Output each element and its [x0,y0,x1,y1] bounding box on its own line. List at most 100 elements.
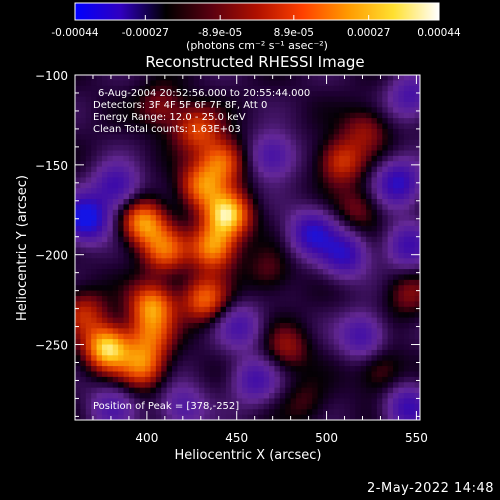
heatmap-cell [387,150,394,157]
heatmap-cell [231,279,238,286]
heatmap-cell [387,252,394,259]
heatmap-cell [279,360,286,367]
heatmap-cell [209,296,216,302]
heatmap-cell [349,236,356,243]
heatmap-cell [231,414,238,420]
heatmap-cell [296,328,302,335]
heatmap-cell [344,279,351,286]
heatmap-cell [225,306,232,313]
heatmap-cell [269,382,275,389]
heatmap-cell [128,145,135,151]
heatmap-cell [91,134,97,141]
heatmap-cell [209,215,216,221]
heatmap-cell [215,177,221,184]
heatmap-cell [96,161,103,168]
heatmap-cell [258,150,265,157]
heatmap-cell [236,333,243,340]
heatmap-cell [182,123,189,130]
heatmap-cell [118,161,124,168]
heatmap-cell [193,317,200,324]
heatmap-cell [96,376,103,383]
heatmap-cell [198,403,205,410]
heatmap-cell [312,128,318,135]
heatmap-cell [225,198,232,205]
heatmap-cell [403,91,410,97]
heatmap-cell [193,204,200,211]
heatmap-cell [204,209,211,216]
heatmap-cell [371,371,378,378]
heatmap-cell [231,225,238,232]
heatmap-cell [225,263,232,270]
heatmap-cell [107,80,114,87]
heatmap-cell [145,317,151,324]
heatmap-cell [269,91,275,97]
heatmap-cell [75,301,81,308]
heatmap-cell [118,279,124,286]
heatmap-cell [409,398,416,405]
heatmap-cell [150,312,157,318]
heatmap-cell [91,296,97,302]
heatmap-cell [231,393,238,399]
heatmap-cell [317,247,324,254]
heatmap-cell [85,333,92,340]
heatmap-cell [166,107,173,114]
heatmap-cell [306,333,313,340]
heatmap-cell [322,322,329,329]
heatmap-cell [91,80,97,87]
heatmap-cell [188,322,194,329]
heatmap-cell [296,322,302,329]
heatmap-cell [139,220,146,227]
heatmap-cell [252,312,259,318]
heatmap-cell [128,172,135,178]
heatmap-cell [301,161,308,168]
heatmap-cell [107,366,114,372]
heatmap-cell [91,247,97,254]
heatmap-cell [366,231,372,238]
heatmap-cell [247,145,254,151]
heatmap-cell [285,204,292,211]
heatmap-cell [252,198,259,205]
heatmap-cell [317,349,324,356]
heatmap-cell [204,85,211,92]
heatmap-cell [75,182,81,189]
heatmap-cell [382,242,389,248]
heatmap-cell [80,349,87,356]
heatmap-cell [193,269,200,275]
heatmap-cell [118,172,124,178]
heatmap-cell [258,285,265,292]
heatmap-cell [215,215,221,221]
heatmap-cell [322,403,329,410]
heatmap-cell [75,150,81,157]
heatmap-cell [339,387,345,394]
heatmap-cell [393,398,399,405]
heatmap-cell [161,128,168,135]
heatmap-cell [145,242,151,248]
heatmap-cell [247,263,254,270]
heatmap-cell [161,274,168,281]
heatmap-cell [371,182,378,189]
heatmap-cell [118,414,124,420]
heatmap-cell [101,349,108,356]
heatmap-cell [155,349,162,356]
heatmap-cell [306,80,313,87]
heatmap-cell [301,398,308,405]
heatmap-cell [398,80,405,87]
heatmap-cell [96,155,103,162]
heatmap-cell [107,134,114,141]
heatmap-cell [274,150,281,157]
heatmap-cell [247,172,254,178]
heatmap-cell [312,209,318,216]
heatmap-cell [166,172,173,178]
heatmap-cell [398,393,405,399]
heatmap-cell [75,371,81,378]
heatmap-cell [274,414,281,420]
heatmap-cell [231,107,238,114]
heatmap-cell [75,393,81,399]
heatmap-cell [366,360,372,367]
heatmap-cell [339,166,345,173]
heatmap-cell [96,225,103,232]
heatmap-cell [134,242,141,248]
heatmap-cell [322,225,329,232]
heatmap-cell [328,301,335,308]
heatmap-cell [409,209,416,216]
